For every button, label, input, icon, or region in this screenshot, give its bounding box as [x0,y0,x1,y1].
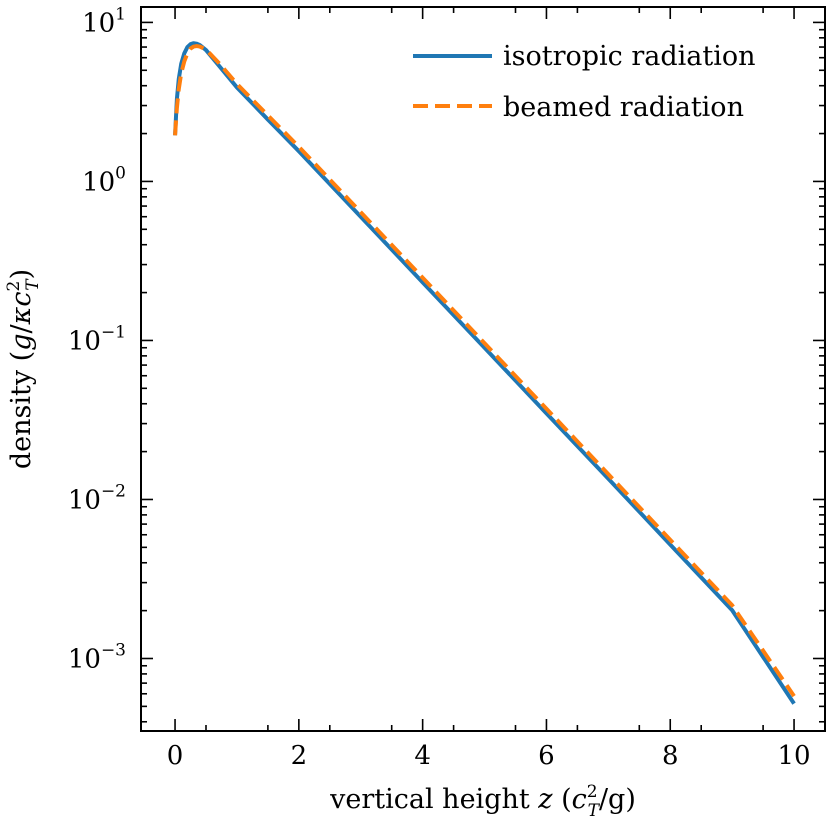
ticks-layer: 0 2 4 6 8 10 10−3 10−2 10−1 100 101 [68,4,825,771]
x-tick-label: 0 [167,741,184,771]
x-tick-label: 2 [291,741,308,771]
y-tick-label: 100 [82,163,126,197]
legend: isotropic radiation beamed radiation [413,41,756,123]
y-axis-label: density (g/κc2T) [4,269,43,469]
x-tick-label: 4 [414,741,431,771]
x-tick-label: 8 [662,741,679,771]
legend-label-beamed: beamed radiation [503,92,744,123]
series-line-isotropic [173,41,796,705]
plot-area [141,7,825,731]
y-tick-label: 10−1 [68,322,126,356]
y-tick-label: 10−2 [68,481,126,515]
x-tick-label: 10 [778,741,811,771]
y-tick-label: 101 [82,4,126,38]
series-line-beamed [173,44,796,698]
x-tick-label: 6 [538,741,555,771]
y-tick-label: 10−3 [68,640,126,674]
legend-label-isotropic: isotropic radiation [503,41,756,72]
plot-frame [140,6,826,732]
x-axis-label: vertical height z (c2 T/g) [329,782,636,818]
series-layer [173,41,796,705]
